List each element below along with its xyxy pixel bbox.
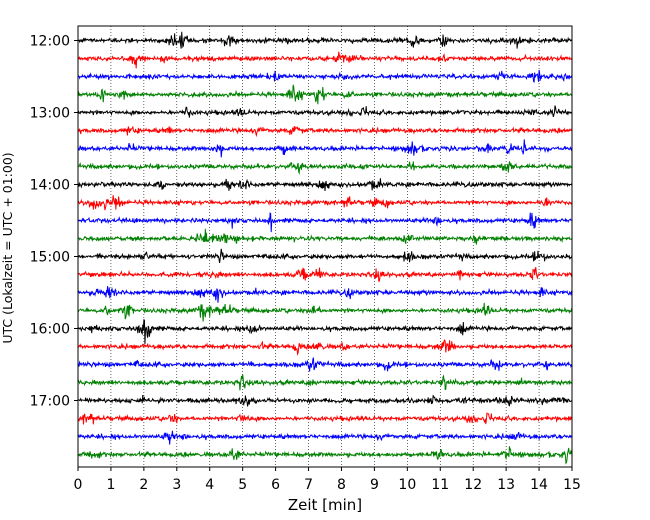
trace-1600 (77, 319, 573, 345)
trace-1215 (77, 51, 573, 69)
x-tick-label-15: 15 (563, 477, 581, 493)
trace-1445 (77, 228, 573, 245)
trace-1400 (77, 178, 573, 192)
plot-frame (77, 25, 573, 468)
x-tick-label-12: 12 (464, 477, 482, 493)
trace-lines (77, 31, 573, 465)
trace-1530 (77, 286, 573, 303)
trace-1730 (77, 430, 573, 445)
y-tick-label-1600: 16:00 (30, 322, 70, 338)
y-tick-label-1300: 13:00 (30, 106, 70, 122)
x-tick-label-2: 2 (139, 477, 148, 493)
y-tick-label-1500: 15:00 (30, 250, 70, 266)
x-axis-label: Zeit [min] (288, 496, 362, 514)
y-tick-label-1400: 14:00 (30, 178, 70, 194)
x-tick-label-5: 5 (238, 477, 247, 493)
trace-1630 (77, 357, 573, 372)
trace-1615 (77, 339, 572, 356)
trace-1315 (77, 125, 573, 138)
x-tick-label-7: 7 (304, 477, 313, 493)
x-tick-label-1: 1 (106, 477, 115, 493)
x-tick-label-10: 10 (398, 477, 416, 493)
x-tick-label-8: 8 (337, 477, 346, 493)
trace-1330 (77, 139, 573, 158)
trace-1200 (77, 31, 573, 49)
trace-1345 (77, 160, 573, 175)
trace-1700 (77, 394, 573, 407)
y-tick-label-1700: 17:00 (30, 394, 70, 410)
trace-1545 (77, 302, 573, 322)
y-tick-label-1200: 12:00 (30, 34, 70, 50)
y-axis: 12:00 13:00 14:00 15:00 16:00 17:00 (30, 34, 78, 410)
x-tick-label-0: 0 (74, 477, 83, 493)
x-tick-label-14: 14 (530, 477, 548, 493)
x-tick-label-9: 9 (370, 477, 379, 493)
x-tick-label-13: 13 (497, 477, 515, 493)
trace-1500 (77, 248, 573, 264)
trace-1515 (77, 267, 573, 282)
x-tick-label-3: 3 (172, 477, 181, 493)
trace-1715 (77, 412, 573, 425)
trace-1645 (77, 374, 573, 391)
trace-1230 (77, 69, 573, 83)
x-axis: 0 1 2 3 4 5 6 7 8 9 10 11 12 13 14 15 (74, 467, 581, 493)
x-tick-label-6: 6 (271, 477, 280, 493)
trace-1245 (77, 84, 573, 105)
x-tick-label-4: 4 (205, 477, 214, 493)
trace-1300 (77, 105, 573, 118)
trace-1415 (77, 195, 573, 211)
y-axis-label: UTC (Lokalzeit = UTC + 01:00) (0, 152, 15, 343)
trace-1430 (77, 212, 573, 233)
trace-1745 (77, 446, 573, 465)
x-tick-label-11: 11 (431, 477, 449, 493)
